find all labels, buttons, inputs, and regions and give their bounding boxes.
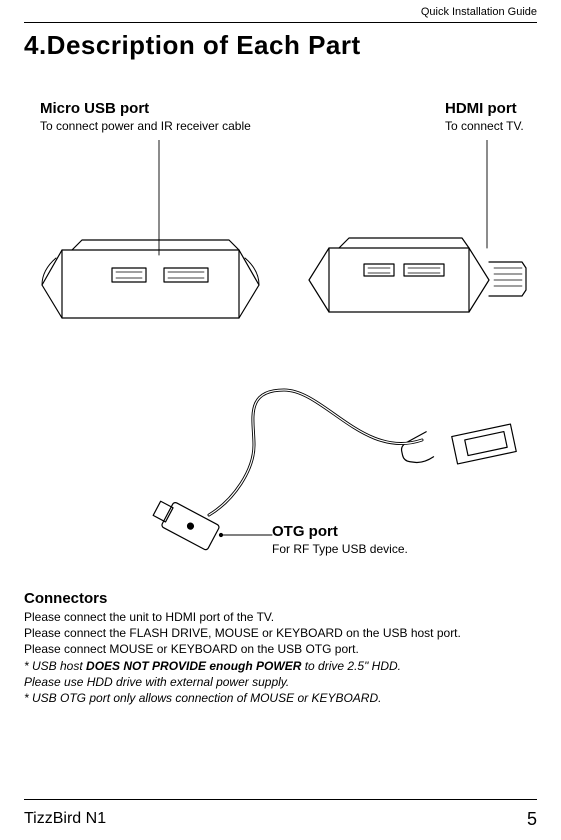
connectors-line-2: Please connect the FLASH DRIVE, MOUSE or… <box>24 625 537 641</box>
note-prefix: * USB host <box>24 659 86 673</box>
hdmi-sub: To connect TV. <box>445 119 545 134</box>
hdmi-callout: HDMI port To connect TV. <box>445 100 545 134</box>
micro-usb-callout: Micro USB port To connect power and IR r… <box>40 100 300 134</box>
footer-product: TizzBird N1 <box>24 810 106 828</box>
micro-usb-sub: To connect power and IR receiver cable <box>40 119 300 134</box>
device-illustration <box>24 140 537 570</box>
footer-rule <box>24 799 537 800</box>
connectors-note-2: Please use HDD drive with external power… <box>24 674 537 690</box>
section-title: 4.Description of Each Part <box>24 30 361 61</box>
connectors-line-1: Please connect the unit to HDMI port of … <box>24 609 537 625</box>
connectors-section: Connectors Please connect the unit to HD… <box>24 590 537 706</box>
connectors-note-1: * USB host DOES NOT PROVIDE enough POWER… <box>24 658 537 674</box>
connectors-line-3: Please connect MOUSE or KEYBOARD on the … <box>24 641 537 657</box>
connectors-note-3: * USB OTG port only allows connection of… <box>24 690 537 706</box>
title-rule <box>24 22 537 23</box>
hdmi-title: HDMI port <box>445 100 545 117</box>
header-guide-label: Quick Installation Guide <box>421 6 537 18</box>
note-suffix: to drive 2.5" HDD. <box>301 659 401 673</box>
micro-usb-title: Micro USB port <box>40 100 300 117</box>
footer-page-number: 5 <box>527 809 537 830</box>
connectors-heading: Connectors <box>24 590 537 607</box>
note-strong: DOES NOT PROVIDE enough POWER <box>86 659 301 673</box>
